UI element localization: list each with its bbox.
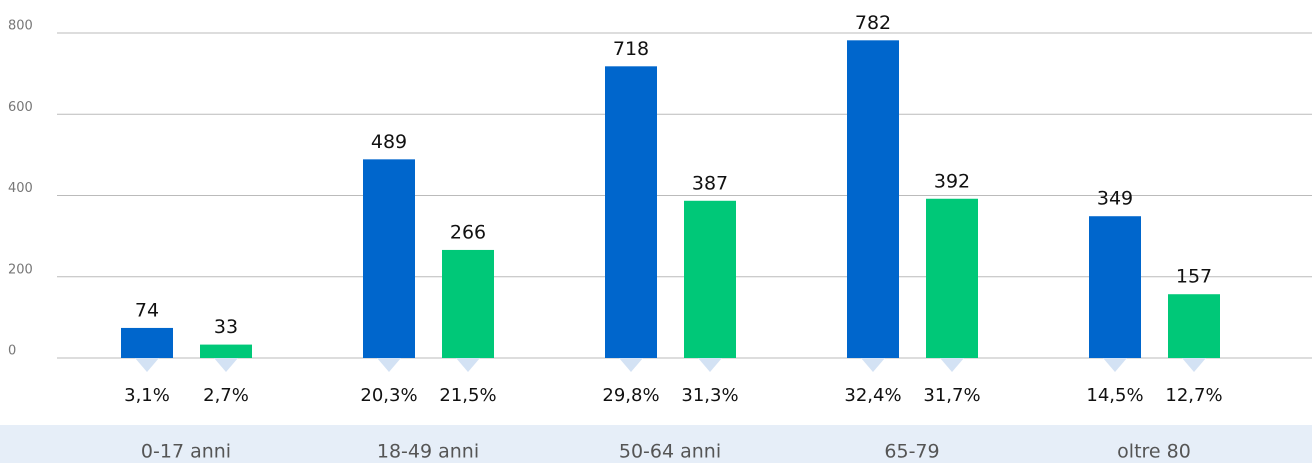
y-tick-label: 600 (8, 100, 33, 115)
share-label: 31,3% (681, 385, 738, 406)
pointer (861, 358, 885, 372)
pointer (1182, 358, 1206, 372)
bar (605, 66, 657, 358)
value-label: 392 (934, 170, 970, 192)
bar (363, 159, 415, 358)
category-band (0, 425, 1312, 463)
bar (442, 249, 494, 358)
pointer (1103, 358, 1127, 372)
x-tick-label: oltre 80 (1117, 441, 1191, 463)
y-tick-label: 400 (8, 181, 33, 196)
pointer (135, 358, 159, 372)
pointer (456, 358, 480, 372)
share-label: 21,5% (439, 385, 496, 406)
x-tick-label: 0-17 anni (141, 441, 231, 463)
share-label: 31,7% (923, 385, 980, 406)
value-label: 782 (855, 12, 891, 34)
x-tick-label: 50-64 anni (619, 441, 721, 463)
value-label: 387 (692, 172, 728, 194)
bar (1089, 216, 1141, 358)
value-label: 718 (613, 38, 649, 60)
value-label: 349 (1097, 188, 1133, 210)
x-tick-label: 18-49 anni (377, 441, 479, 463)
bar (684, 200, 736, 358)
pointer (619, 358, 643, 372)
share-label: 32,4% (844, 385, 901, 406)
bar (1168, 294, 1220, 358)
pointer (377, 358, 401, 372)
share-label: 2,7% (203, 385, 249, 406)
share-label: 20,3% (360, 385, 417, 406)
y-tick-label: 200 (8, 262, 33, 277)
value-label: 489 (371, 131, 407, 153)
share-label: 14,5% (1086, 385, 1143, 406)
y-tick-label: 800 (8, 19, 33, 34)
pointer (214, 358, 238, 372)
y-tick-label: 0 (8, 344, 16, 359)
pointer (698, 358, 722, 372)
bar (200, 344, 252, 358)
value-label: 266 (450, 221, 486, 243)
bar (926, 198, 978, 358)
share-label: 3,1% (124, 385, 170, 406)
share-label: 12,7% (1165, 385, 1222, 406)
value-label: 33 (214, 316, 238, 338)
bar (121, 327, 173, 358)
bar (847, 40, 899, 358)
pointer (940, 358, 964, 372)
x-tick-label: 65-79 (884, 441, 939, 463)
share-label: 29,8% (602, 385, 659, 406)
value-label: 74 (135, 299, 159, 321)
value-label: 157 (1176, 266, 1212, 288)
